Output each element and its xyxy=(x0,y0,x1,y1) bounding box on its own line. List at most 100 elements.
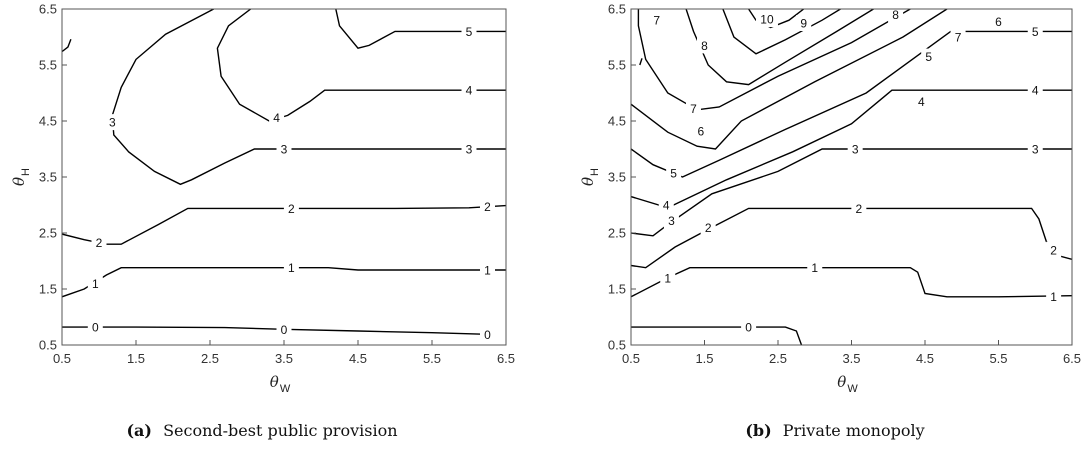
contour-label-a-3-1: 3 xyxy=(281,143,288,157)
y-tick-label-b-1: 1.5 xyxy=(608,282,626,297)
x-tick-label-b-0: 0.5 xyxy=(622,351,640,366)
contour-label-bg xyxy=(649,12,665,29)
contour-label-bg xyxy=(1027,82,1043,99)
contour-label-bg xyxy=(991,13,1006,30)
contour-b-0 xyxy=(631,326,803,345)
contour-label-bg xyxy=(796,15,812,31)
contour-label-bg xyxy=(1027,141,1043,157)
caption-a-text: Second-best public provision xyxy=(163,421,397,440)
contour-label-bg xyxy=(1046,241,1062,258)
contour-label-bg xyxy=(685,100,701,117)
contour-label-bg xyxy=(851,200,867,217)
x-tick-label-b-2: 2.5 xyxy=(769,351,787,366)
contour-label-b-2-0: 2 xyxy=(705,221,712,235)
contour-label-b-2-2: 2 xyxy=(1050,243,1057,257)
contour-label-bg xyxy=(666,165,682,182)
contour-label-b-7-1: 7 xyxy=(690,102,697,116)
contour-label-b-8-1: 8 xyxy=(892,8,899,22)
contour-b-9 xyxy=(722,9,841,55)
contour-label-bg xyxy=(1046,288,1062,305)
contour-label-b-4-1: 4 xyxy=(918,95,925,109)
x-axis-label-a: θW xyxy=(270,373,291,395)
contour-label-b-3-0: 3 xyxy=(668,214,675,228)
contour-label-bg xyxy=(461,23,477,40)
contour-label-bg xyxy=(693,123,709,140)
contour-label-bg xyxy=(807,259,823,276)
plot-frame-a xyxy=(61,8,507,346)
y-tick-label-a-5: 5.5 xyxy=(39,58,57,73)
contour-label-bg xyxy=(700,219,716,236)
contour-label-a-3-2: 3 xyxy=(466,143,473,157)
contour-a-5 xyxy=(335,9,506,49)
y-tick-label-a-0: 0.5 xyxy=(39,338,57,353)
contour-label-b-1-1: 1 xyxy=(811,261,818,275)
contour-b-2 xyxy=(631,207,1072,269)
x-tick-label-b-1: 1.5 xyxy=(695,351,713,366)
contour-label-bg xyxy=(480,198,495,215)
contour-label-bg xyxy=(697,37,712,54)
x-tick-label-b-3: 3.5 xyxy=(842,351,860,366)
x-tick-label-a-2: 2.5 xyxy=(201,351,219,366)
y-tick-label-a-2: 2.5 xyxy=(39,226,57,241)
contour-label-b-10-0: 10 xyxy=(760,13,774,27)
contour-label-a-1-0: 1 xyxy=(92,277,99,291)
contour-label-bg xyxy=(755,11,778,28)
y-tick-label-b-0: 0.5 xyxy=(608,338,626,353)
contour-b-10 xyxy=(748,9,805,29)
caption-b: (b) Private monopoly xyxy=(745,421,924,440)
contour-label-b-6-1: 6 xyxy=(995,15,1002,29)
y-tick-label-b-5: 5.5 xyxy=(608,58,626,73)
x-axis-label-b: θW xyxy=(837,373,858,395)
contour-b-6 xyxy=(631,9,948,150)
contour-label-bg xyxy=(658,197,674,213)
contour-b-5 xyxy=(631,30,1072,178)
y-axis-label-b: θH xyxy=(579,168,601,186)
contour-label-bg xyxy=(950,29,966,45)
contour-label-bg xyxy=(480,326,495,343)
contour-label-bg xyxy=(87,319,103,336)
y-tick-label-b-3: 3.5 xyxy=(608,170,626,185)
x-tick-label-b-4: 4.5 xyxy=(916,351,934,366)
contour-label-b-4-0: 4 xyxy=(663,199,670,213)
contour-label-b-4-2: 4 xyxy=(1032,84,1039,98)
contour-b-1 xyxy=(631,267,1072,298)
contour-label-b-1-0: 1 xyxy=(664,271,671,285)
contour-label-a-2-0: 2 xyxy=(96,236,103,250)
contour-label-bg xyxy=(276,141,292,157)
contour-label-b-5-1: 5 xyxy=(925,50,932,64)
contour-label-bg xyxy=(480,261,495,278)
panel-a: 0 0 0 1 1 1 2 2 2 3 3 3 4 4 5 0.5 1.5 2.5 3.5 4.5 5.5 6.5 0.5 1… xyxy=(10,2,515,396)
contour-label-a-5-0: 5 xyxy=(466,25,473,39)
contour-label-bg xyxy=(276,321,292,338)
x-tick-label-b-6: 6.5 xyxy=(1063,351,1081,366)
contour-b-8 xyxy=(685,9,874,86)
contour-label-a-1-1: 1 xyxy=(288,261,295,275)
contour-label-b-6-0: 6 xyxy=(697,125,704,139)
contour-label-bg xyxy=(283,200,299,217)
contours-b xyxy=(631,9,1072,345)
caption-b-tag: (b) xyxy=(745,421,771,440)
contour-label-a-2-2: 2 xyxy=(484,200,491,214)
y-axis-label-a: θH xyxy=(10,168,32,186)
contour-label-a-3-0: 3 xyxy=(109,116,116,130)
contour-label-bg xyxy=(913,93,929,110)
contour-label-bg xyxy=(283,259,299,276)
contour-a-3 xyxy=(111,9,506,186)
x-tick-label-a-0: 0.5 xyxy=(53,351,71,366)
contour-label-a-2-1: 2 xyxy=(288,202,295,216)
contours-a xyxy=(62,9,506,336)
contour-label-bg xyxy=(87,275,103,292)
contour-label-a-0-1: 0 xyxy=(281,323,288,337)
contour-label-b-2-1: 2 xyxy=(856,202,863,216)
contour-label-bg xyxy=(104,114,120,131)
x-tick-label-a-3: 3.5 xyxy=(275,351,293,366)
contour-label-b-8-0: 8 xyxy=(701,39,708,53)
contour-label-bg xyxy=(461,82,477,99)
y-tick-label-b-6: 6.5 xyxy=(608,2,626,17)
contour-b-fragment-11 xyxy=(639,58,643,66)
contour-label-a-1-2: 1 xyxy=(484,263,491,277)
x-tick-label-a-4: 4.5 xyxy=(349,351,367,366)
contour-label-bg xyxy=(1027,23,1043,40)
contour-b-4 xyxy=(631,89,1072,209)
